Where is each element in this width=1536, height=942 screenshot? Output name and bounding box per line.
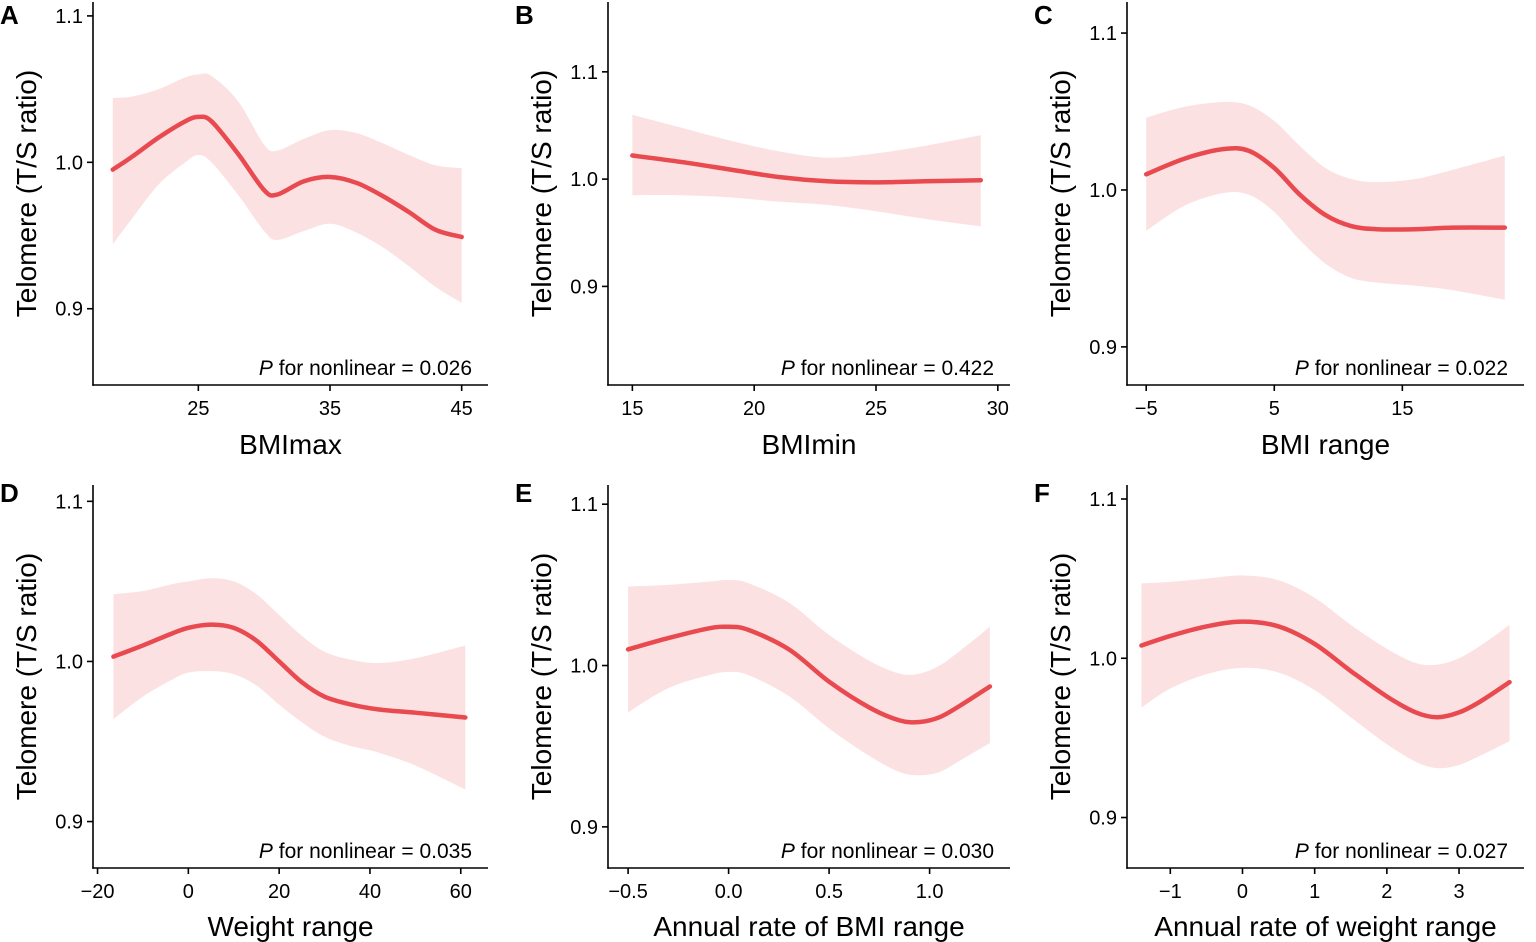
x-tick-label: 25	[187, 398, 209, 420]
x-tick-label: 35	[319, 398, 341, 420]
confidence-band	[632, 114, 981, 227]
y-tick-label: 0.9	[570, 276, 598, 298]
p-value-text: for nonlinear = 0.030	[795, 840, 994, 863]
x-axis-title: BMImin	[762, 429, 857, 460]
y-tick-label: 1.1	[55, 491, 83, 513]
y-tick-label: 0.9	[55, 299, 83, 321]
y-axis-title: Telomere (T/S ratio)	[526, 553, 557, 800]
p-symbol: P	[259, 357, 273, 380]
p-value-annotation: P for nonlinear = 0.026	[259, 357, 472, 380]
panel-c: 0.9 1.0 1.1 −5 5 15 C BMI range Telomere (T/S ra…	[1034, 0, 1524, 460]
p-value-text: for nonlinear = 0.027	[1309, 840, 1508, 863]
panel-a: 0.9 1.0 1.1 25 35 45 A BMImax Telomere (T/S rati…	[0, 0, 488, 460]
x-tick-label: 2	[1381, 881, 1392, 903]
x-tick-label: 0.5	[815, 881, 843, 903]
y-tick-label: 0.9	[55, 812, 83, 834]
x-tick-label: −0.5	[608, 881, 647, 903]
x-tick-label: −1	[1159, 881, 1182, 903]
p-symbol: P	[259, 840, 273, 863]
x-axis-title: BMImax	[239, 429, 342, 460]
y-axis-title: Telomere (T/S ratio)	[11, 553, 42, 800]
x-tick-label: 40	[359, 881, 381, 903]
x-tick-label: 1.0	[916, 881, 944, 903]
p-symbol: P	[781, 357, 795, 380]
x-tick-label: −20	[81, 881, 115, 903]
fit-line	[110, 114, 464, 240]
p-value-text: for nonlinear = 0.022	[1309, 357, 1508, 380]
y-tick-label: 1.1	[570, 62, 598, 84]
confidence-band	[113, 578, 466, 790]
panel-letter: E	[515, 478, 532, 508]
fit-line	[625, 624, 993, 725]
y-tick-label: 1.0	[1089, 180, 1117, 202]
panel-d: 0.9 1.0 1.1 −20 0 20 40 60 D Weight range Telomere…	[0, 478, 488, 942]
panel-f: 0.9 1.0 1.1 −1 0 1 2 3 F Annual rate of weight ra…	[1034, 478, 1524, 942]
x-tick-label: 3	[1453, 881, 1464, 903]
y-tick-label: 1.0	[55, 651, 83, 673]
p-value-text: for nonlinear = 0.035	[273, 840, 472, 863]
p-value-annotation: P for nonlinear = 0.027	[1295, 840, 1508, 863]
p-symbol: P	[1295, 357, 1309, 380]
x-tick-label: 1	[1309, 881, 1320, 903]
x-tick-label: 5	[1269, 398, 1280, 420]
x-axis-title: Weight range	[207, 911, 373, 942]
x-axis-title: Annual rate of weight range	[1154, 911, 1496, 942]
panel-letter: F	[1034, 478, 1050, 508]
y-tick-label: 1.1	[1089, 23, 1117, 45]
confidence-band	[1141, 575, 1510, 769]
y-axis-title: Telomere (T/S ratio)	[11, 70, 42, 317]
x-tick-label: 20	[743, 398, 765, 420]
x-tick-label: 15	[1391, 398, 1413, 420]
fit-line	[630, 153, 984, 185]
x-axis-title: BMI range	[1261, 429, 1390, 460]
p-symbol: P	[1295, 840, 1309, 863]
y-axis-title: Telomere (T/S ratio)	[526, 70, 557, 317]
y-tick-label: 1.0	[570, 169, 598, 191]
p-symbol: P	[781, 840, 795, 863]
y-tick-label: 1.1	[570, 494, 598, 516]
panel-e: 0.9 1.0 1.1 −0.5 0.0 0.5 1.0 E Annual rate of BM…	[515, 478, 1010, 942]
confidence-band	[1146, 102, 1505, 300]
panel-letter: B	[515, 0, 534, 30]
x-tick-label: 30	[987, 398, 1009, 420]
fit-line	[111, 622, 468, 720]
y-tick-label: 0.9	[1089, 337, 1117, 359]
x-tick-label: 15	[621, 398, 643, 420]
p-value-text: for nonlinear = 0.422	[795, 357, 994, 380]
x-tick-label: 45	[451, 398, 473, 420]
x-tick-label: 20	[268, 881, 290, 903]
confidence-band	[628, 579, 990, 776]
fit-line	[1139, 619, 1512, 720]
x-tick-label: 0	[183, 881, 194, 903]
y-tick-label: 1.1	[55, 6, 83, 28]
x-tick-label: 60	[450, 881, 472, 903]
p-value-annotation: P for nonlinear = 0.022	[1295, 357, 1508, 380]
y-tick-label: 0.9	[570, 817, 598, 839]
fit-line	[1143, 146, 1508, 232]
y-axis-title: Telomere (T/S ratio)	[1045, 553, 1076, 800]
y-tick-label: 1.0	[1089, 648, 1117, 670]
p-value-annotation: P for nonlinear = 0.035	[259, 840, 472, 863]
y-axis-title: Telomere (T/S ratio)	[1045, 70, 1076, 317]
x-axis-title: Annual rate of BMI range	[653, 911, 964, 942]
p-value-annotation: P for nonlinear = 0.422	[781, 357, 994, 380]
y-tick-label: 1.0	[570, 656, 598, 678]
panel-letter: A	[0, 0, 19, 30]
panel-letter: D	[0, 478, 19, 508]
y-tick-label: 1.0	[55, 152, 83, 174]
y-tick-label: 1.1	[1089, 489, 1117, 511]
p-value-annotation: P for nonlinear = 0.030	[781, 840, 994, 863]
y-tick-label: 0.9	[1089, 808, 1117, 830]
x-tick-label: 25	[865, 398, 887, 420]
x-tick-label: −5	[1135, 398, 1158, 420]
p-value-text: for nonlinear = 0.026	[273, 357, 472, 380]
panel-b: 0.9 1.0 1.1 15 20 25 30 B BMImin Telomere (T/S ra…	[515, 0, 1010, 460]
x-tick-label: 0	[1237, 881, 1248, 903]
panel-letter: C	[1034, 0, 1053, 30]
x-tick-label: 0.0	[715, 881, 743, 903]
